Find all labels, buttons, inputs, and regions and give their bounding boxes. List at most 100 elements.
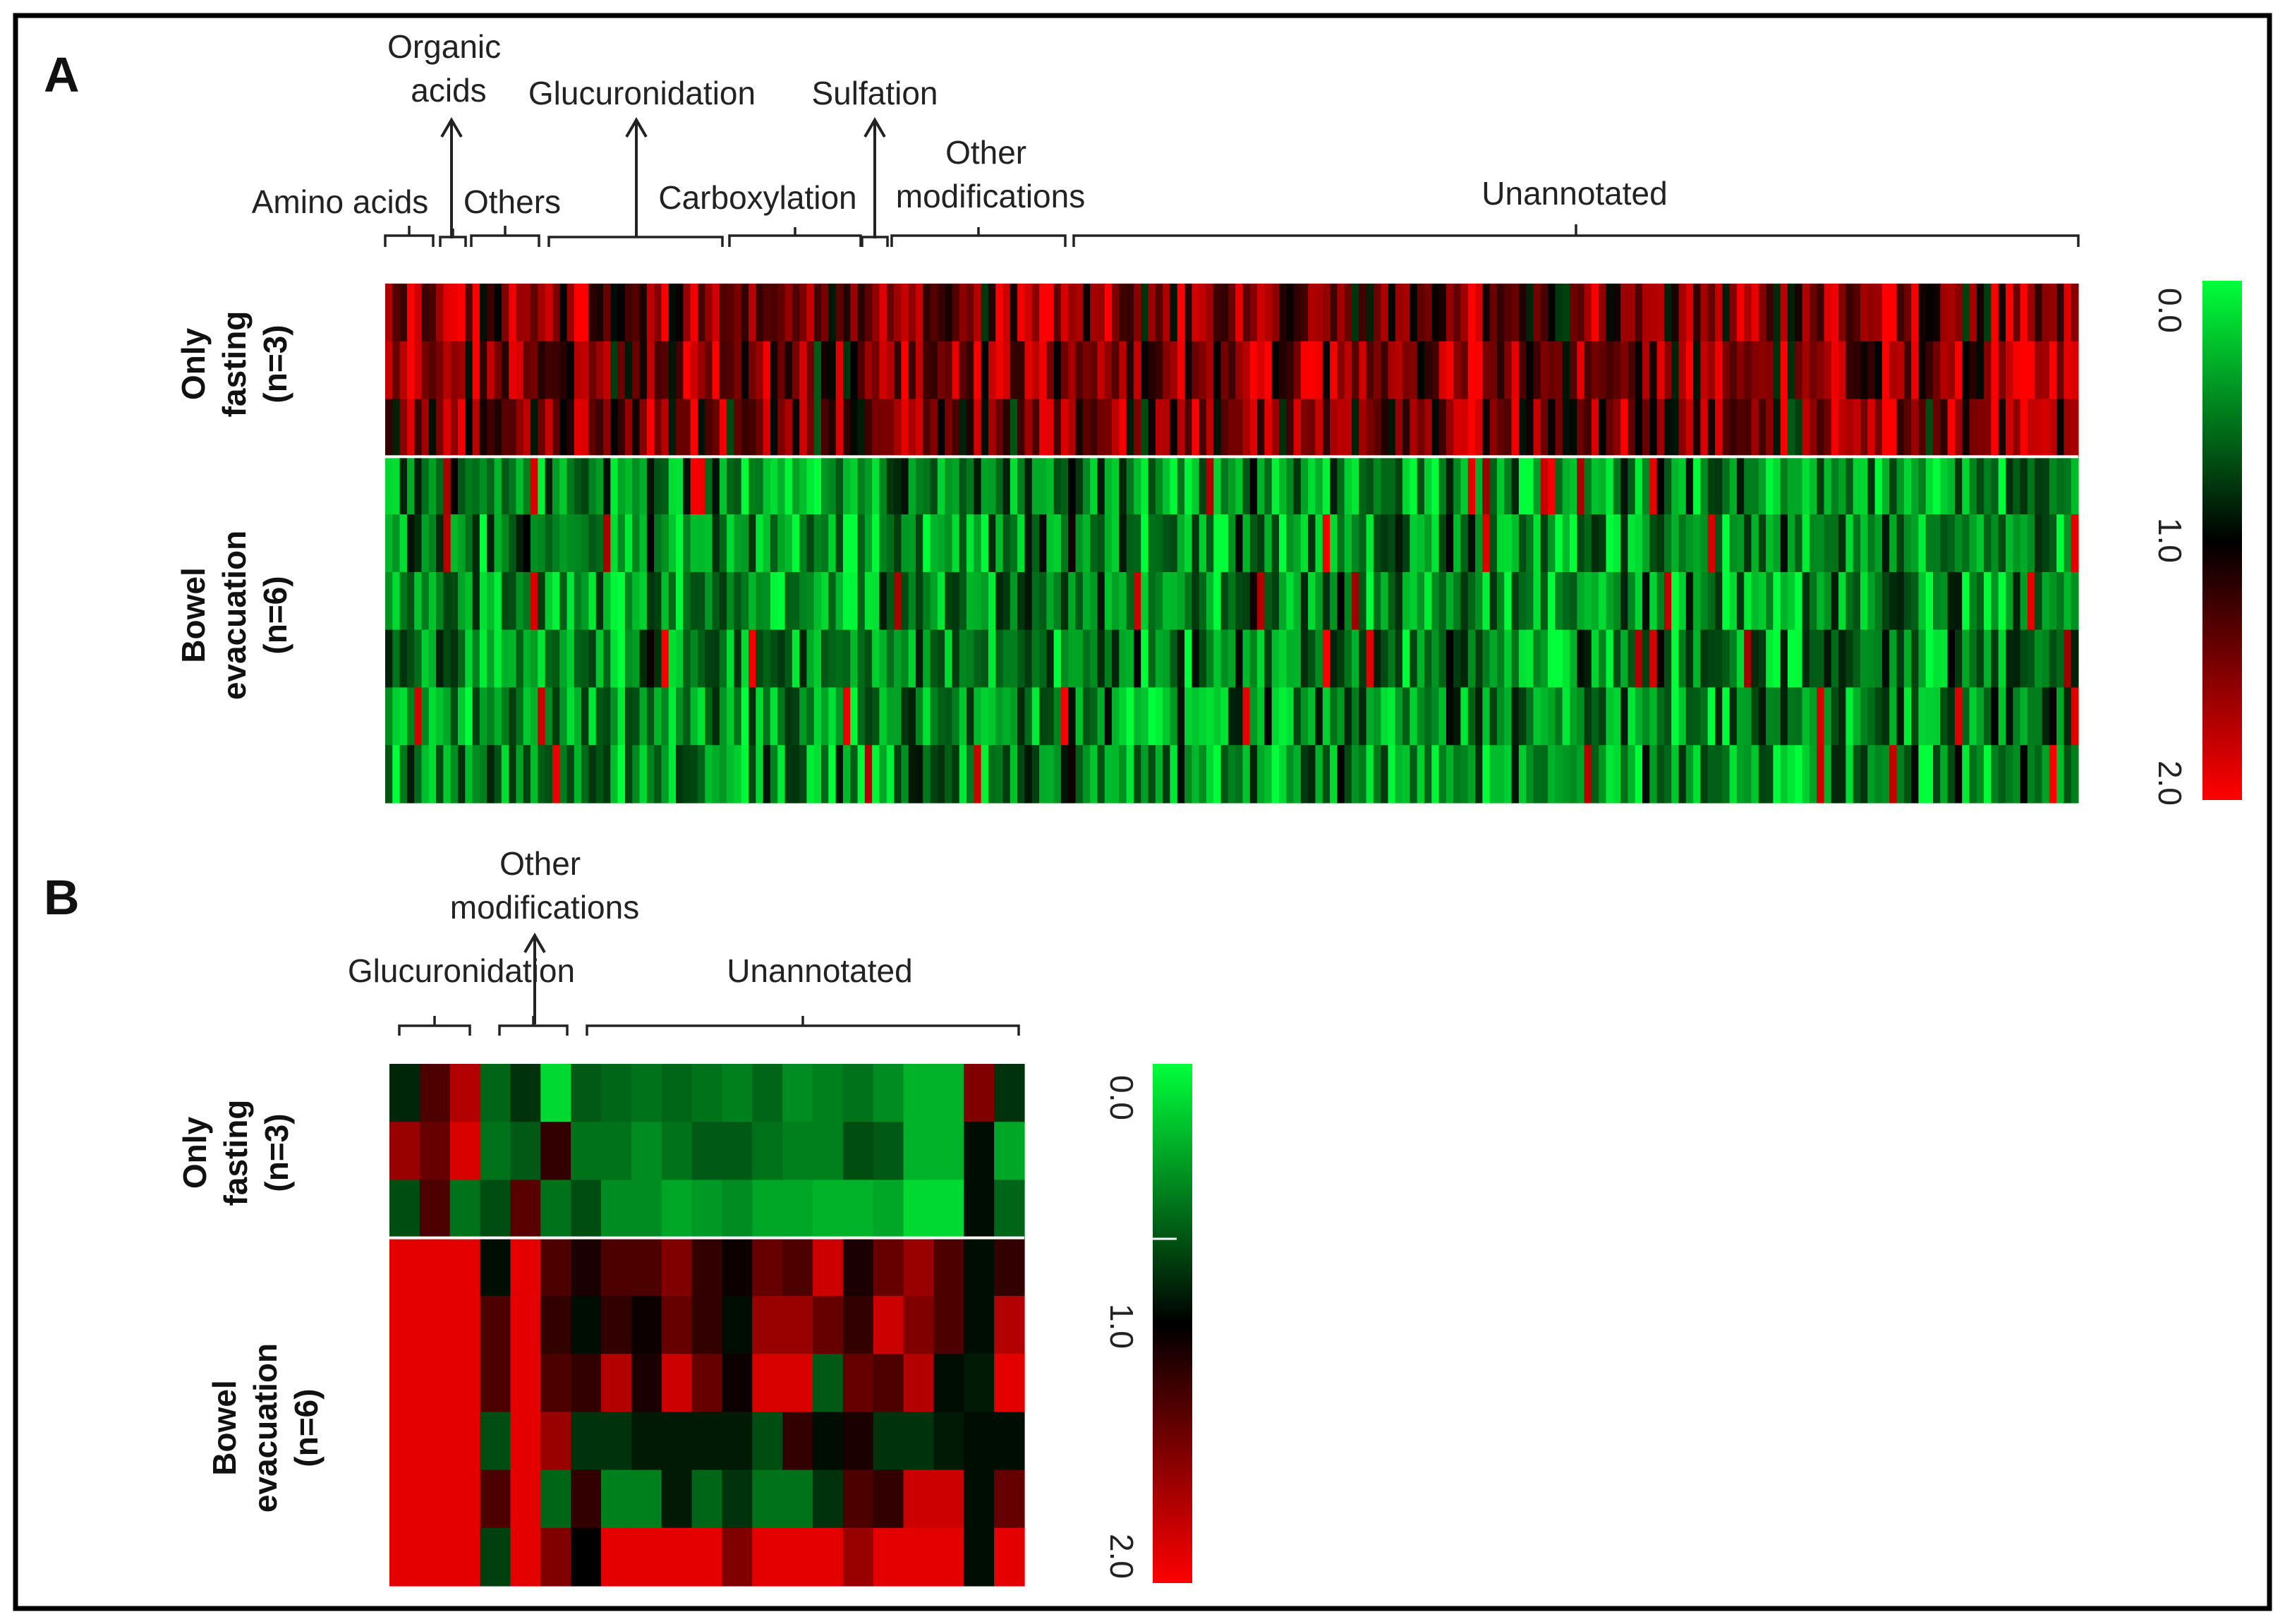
heatmap-cell (1932, 399, 1941, 457)
heatmap-cell (1438, 341, 1447, 400)
heatmap-cell (552, 399, 560, 457)
heatmap-cell (392, 284, 401, 342)
heatmap-cell (1010, 571, 1018, 631)
heatmap-cell (719, 341, 727, 400)
heatmap-cell (806, 629, 815, 689)
heatmap-cell (1526, 341, 1534, 400)
heatmap-cell (988, 571, 996, 631)
heatmap-cell (1337, 629, 1345, 689)
heatmap-cell (458, 284, 466, 342)
heatmap-cell (1249, 284, 1258, 342)
figure-frame (13, 13, 2272, 1611)
heatmap-cell (1925, 399, 1934, 457)
heatmap-cell (610, 514, 619, 573)
heatmap-cell (933, 1295, 964, 1355)
heatmap-cell (588, 745, 597, 804)
heatmap-cell (1802, 456, 1810, 515)
heatmap-cell (595, 284, 604, 342)
heatmap-cell (581, 629, 590, 689)
heatmap-cell (1540, 284, 1548, 342)
heatmap-cell (1504, 687, 1513, 746)
arrow-b-other-modifications (523, 933, 546, 1024)
heatmap-cell (1264, 341, 1273, 400)
heatmap-cell (566, 629, 575, 689)
heatmap-cell (1170, 399, 1178, 457)
heatmap-cell (603, 399, 611, 457)
heatmap-cell (1584, 571, 1592, 631)
heatmap-cell (1220, 341, 1229, 400)
heatmap-cell (719, 571, 727, 631)
heatmap-cell (784, 571, 793, 631)
heatmap-cell (1954, 629, 1963, 689)
heatmap-cell (2056, 284, 2064, 342)
heatmap-cell (966, 687, 974, 746)
heatmap-cell (1445, 571, 1454, 631)
heatmap-cell (1569, 629, 1577, 689)
heatmap-cell (1293, 399, 1302, 457)
heatmap-cell (494, 571, 502, 631)
heatmap-cell (930, 456, 938, 515)
heatmap-cell (487, 341, 495, 400)
heatmap-cell (1569, 284, 1577, 342)
heatmap-cell (1809, 514, 1817, 573)
heatmap-cell (1780, 571, 1788, 631)
heatmap-cell (995, 514, 1004, 573)
heatmap-cell (690, 341, 698, 400)
heatmap-cell (1097, 399, 1105, 457)
heatmap-cell (1184, 399, 1192, 457)
heatmap-cell (1845, 341, 1854, 400)
heatmap-cell (559, 571, 568, 631)
heatmap-cell (903, 1354, 935, 1412)
heatmap-cell (697, 284, 705, 342)
heatmap-cell (574, 456, 582, 515)
heatmap-cell (1635, 629, 1643, 689)
heatmap-cell (1969, 341, 1977, 400)
heatmap-cell (923, 456, 931, 515)
heatmap-cell (1642, 456, 1650, 515)
heatmap-cell (1482, 399, 1491, 457)
heatmap-cell (1359, 571, 1367, 631)
heatmap-cell (1039, 687, 1047, 746)
heatmap-cell (1133, 399, 1141, 457)
heatmap-cell (1881, 571, 1890, 631)
heatmap-cell (1606, 571, 1614, 631)
heatmap-cell (2027, 745, 2035, 804)
heatmap-cell (1998, 399, 2006, 457)
heatmap-cell (964, 1237, 995, 1297)
heatmap-cell (538, 399, 546, 457)
heatmap-cell (1685, 341, 1694, 400)
heatmap-cell (719, 399, 727, 457)
heatmap-cell (1932, 284, 1941, 342)
heatmap-cell (722, 1295, 753, 1355)
heatmap-cell (1344, 745, 1352, 804)
heatmap-cell (581, 456, 590, 515)
heatmap-cell (1991, 629, 1999, 689)
heatmap-cell (1453, 514, 1462, 573)
heatmap-cell (2013, 687, 2021, 746)
heatmap-cell (2071, 687, 2079, 746)
heatmap-cell (1184, 514, 1192, 573)
heatmap-cell (683, 456, 691, 515)
heatmap-cell (1199, 629, 1207, 689)
group-label-organic-acids: Organic acids (387, 28, 510, 109)
heatmap-cell (1090, 745, 1098, 804)
group-label-b-other-modifications: Other modifications (450, 845, 639, 926)
heatmap-cell (1881, 629, 1890, 689)
heatmap-cell (531, 399, 538, 457)
heatmap-cell (705, 399, 713, 457)
heatmap-cell (1431, 687, 1440, 746)
heatmap-cell (1860, 456, 1868, 515)
heatmap-cell (566, 341, 575, 400)
heatmap-cell (1947, 399, 1956, 457)
heatmap-cell (1954, 571, 1963, 631)
heatmap-cell (1562, 341, 1570, 400)
heatmap-cell (443, 341, 451, 400)
heatmap-cell (821, 456, 829, 515)
heatmap-cell (632, 284, 641, 342)
heatmap-cell (782, 1354, 813, 1412)
heatmap-cell (1685, 571, 1694, 631)
heatmap-cell (842, 687, 851, 746)
heatmap-cell (792, 341, 800, 400)
heatmap-cell (1496, 284, 1505, 342)
heatmap-cell (1228, 745, 1236, 804)
